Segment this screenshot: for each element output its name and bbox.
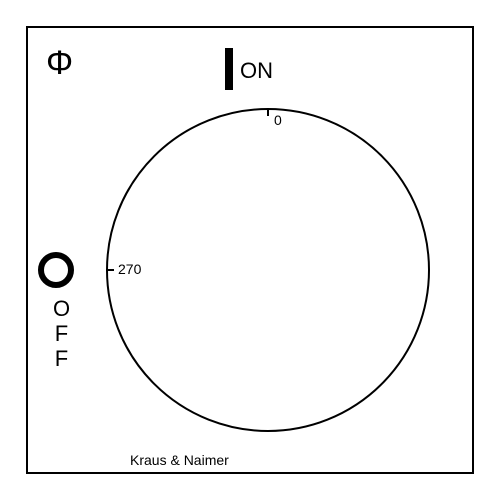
off-indicator-ring	[38, 252, 74, 288]
rotary-dial[interactable]	[106, 108, 430, 432]
brand-label: Kraus & Naimer	[130, 452, 229, 468]
dial-tick-label-0: 0	[274, 112, 282, 128]
off-label: OFF	[48, 296, 74, 371]
on-label: ON	[240, 58, 273, 84]
phi-symbol: Φ	[46, 44, 73, 83]
dial-tick-label-270: 270	[118, 261, 141, 277]
dial-tick-0	[267, 108, 269, 116]
on-indicator-bar	[225, 48, 233, 90]
dial-tick-270	[106, 269, 114, 271]
